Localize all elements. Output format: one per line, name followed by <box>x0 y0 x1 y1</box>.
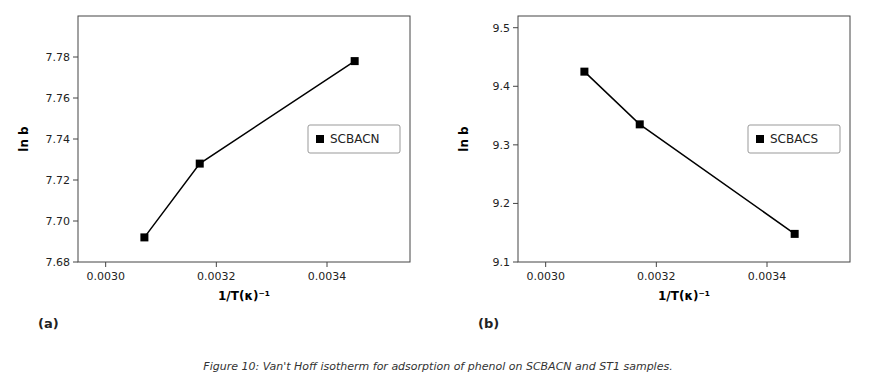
y-tick-label: 9.3 <box>493 139 511 152</box>
x-tick-label: 0.0034 <box>748 270 787 283</box>
y-tick <box>73 180 78 181</box>
y-tick <box>73 262 78 263</box>
x-tick <box>767 262 768 267</box>
point-marker <box>636 120 644 128</box>
x-axis-label: 1/T(κ)⁻¹ <box>658 289 710 303</box>
figure: 0.0030 0.0032 0.0034 7.68 7.70 7.72 7.74 7.76 7.… <box>0 0 876 384</box>
y-tick <box>513 203 518 204</box>
y-tick <box>513 86 518 87</box>
y-tick <box>513 144 518 145</box>
y-tick <box>73 98 78 99</box>
x-tick <box>545 262 546 267</box>
point-marker <box>791 230 799 238</box>
y-axis-label: ln b <box>457 126 471 152</box>
y-axis-label: ln b <box>17 126 31 152</box>
plot-frame <box>518 16 850 262</box>
legend-box <box>748 125 840 153</box>
background <box>0 0 876 384</box>
x-axis-label: 1/T(κ)⁻¹ <box>218 289 270 303</box>
x-tick <box>216 262 217 267</box>
x-tick-label: 0.0030 <box>526 270 565 283</box>
panel-label: (b) <box>478 316 499 331</box>
legend-label: SCBACN <box>330 132 380 146</box>
y-tick-label: 7.74 <box>46 133 71 146</box>
panel: 0.0030 0.0032 0.0034 7.68 7.70 7.72 7.74 7.76 7.… <box>17 16 410 331</box>
x-tick-label: 0.0032 <box>637 270 676 283</box>
point-marker <box>140 233 148 241</box>
x-tick <box>656 262 657 267</box>
x-tick-label: 0.0032 <box>197 270 236 283</box>
y-tick-label: 9.2 <box>493 197 511 210</box>
y-tick-label: 9.4 <box>493 80 511 93</box>
panel: 0.0030 0.0032 0.0034 9.1 9.2 9.3 9.4 9.5 1/T(κ)⁻… <box>457 16 850 331</box>
legend-label: SCBACS <box>770 132 818 146</box>
y-tick-label: 7.76 <box>46 92 71 105</box>
x-tick <box>327 262 328 267</box>
y-tick-label: 7.70 <box>46 215 71 228</box>
legend: SCBACN <box>308 125 400 153</box>
y-tick <box>513 27 518 28</box>
y-tick-label: 9.5 <box>493 22 511 35</box>
point-marker <box>351 57 359 65</box>
point-marker <box>580 68 588 76</box>
x-tick-label: 0.0030 <box>86 270 125 283</box>
y-tick <box>513 262 518 263</box>
legend-swatch <box>756 135 764 143</box>
caption: Figure 10: Van't Hoff isotherm for adsor… <box>203 360 672 373</box>
y-tick-label: 7.78 <box>46 51 71 64</box>
y-tick-label: 7.72 <box>46 174 71 187</box>
y-tick <box>73 139 78 140</box>
point-marker <box>196 160 204 168</box>
legend-swatch <box>316 135 324 143</box>
y-tick-label: 9.1 <box>493 256 511 269</box>
y-tick <box>73 57 78 58</box>
plot-frame <box>78 16 410 262</box>
x-tick-label: 0.0034 <box>308 270 347 283</box>
y-tick <box>73 221 78 222</box>
legend-box <box>308 125 400 153</box>
legend: SCBACS <box>748 125 840 153</box>
y-tick-label: 7.68 <box>46 256 71 269</box>
panel-label: (a) <box>38 316 59 331</box>
x-tick <box>105 262 106 267</box>
